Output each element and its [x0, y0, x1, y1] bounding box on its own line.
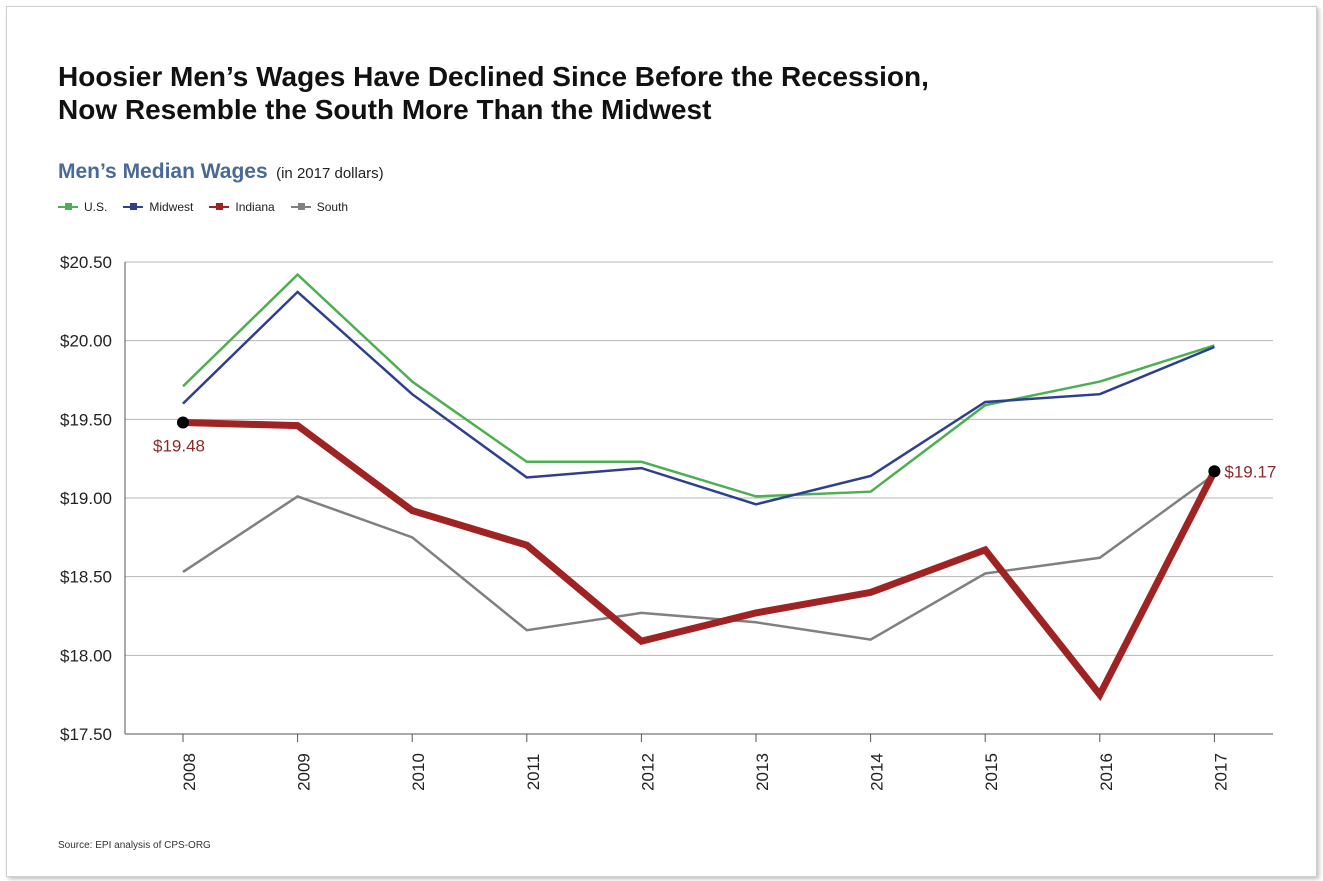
chart-title-line-2: Now Resemble the South More Than the Mid… — [58, 94, 712, 125]
legend-label-us: U.S. — [84, 200, 108, 214]
x-tick-label: 2016 — [1097, 753, 1116, 791]
chart-title-line-1: Hoosier Men’s Wages Have Declined Since … — [58, 61, 929, 92]
subtitle-text: Men’s Median Wages — [58, 160, 268, 183]
legend-swatch-indiana — [209, 203, 230, 210]
series-line-midwest — [182, 290, 1215, 506]
subtitle-unit-note: (in 2017 dollars) — [276, 165, 384, 182]
chart-frame — [6, 6, 1317, 877]
annotation-dot-2008 — [177, 416, 189, 429]
legend-label-midwest: Midwest — [149, 200, 194, 214]
legend-item-south: South — [290, 200, 349, 214]
source-note: Source: EPI analysis of CPS-ORG — [58, 840, 211, 851]
x-tick-label: 2010 — [409, 753, 428, 791]
legend: U.S. Midwest Indiana South — [58, 200, 348, 214]
x-tick-label: 2015 — [982, 753, 1001, 791]
chart-title: Hoosier Men’s Wages Have Declined Since … — [58, 60, 1158, 126]
chart-subtitle: Men’s Median Wages (in 2017 dollars) — [58, 160, 384, 184]
series-line-indiana — [182, 419, 1218, 702]
legend-swatch-midwest — [123, 203, 144, 210]
y-tick-label: $19.50 — [60, 410, 112, 429]
legend-item-us: U.S. — [58, 200, 107, 214]
x-tick-label: 2011 — [524, 754, 543, 791]
x-tick-label: 2014 — [868, 753, 887, 791]
x-tick-label: 2012 — [638, 753, 657, 791]
y-tick-label: $18.00 — [60, 646, 112, 665]
x-tick-label: 2009 — [295, 753, 314, 791]
annotation-label-2008: $19.48 — [153, 436, 205, 455]
legend-item-midwest: Midwest — [123, 200, 193, 214]
annotation-label-2017: $19.17 — [1224, 462, 1276, 481]
series-line-south — [182, 473, 1216, 641]
x-tick-label: 2013 — [753, 753, 772, 791]
y-tick-label: $20.50 — [60, 253, 112, 272]
annotation-dot-2017 — [1208, 465, 1221, 478]
series-line-us — [182, 272, 1215, 498]
legend-label-indiana: Indiana — [235, 200, 275, 214]
y-tick-label: $20.00 — [60, 332, 112, 351]
legend-swatch-south — [290, 203, 311, 210]
y-tick-label: $18.50 — [60, 568, 112, 587]
y-tick-label: $19.00 — [60, 489, 112, 508]
y-tick-label: $17.50 — [60, 725, 112, 744]
x-tick-label: 2008 — [180, 753, 199, 791]
x-tick-label: 2017 — [1211, 753, 1230, 791]
legend-label-south: South — [316, 200, 349, 214]
legend-swatch-us — [58, 203, 78, 210]
legend-item-indiana: Indiana — [209, 200, 275, 214]
